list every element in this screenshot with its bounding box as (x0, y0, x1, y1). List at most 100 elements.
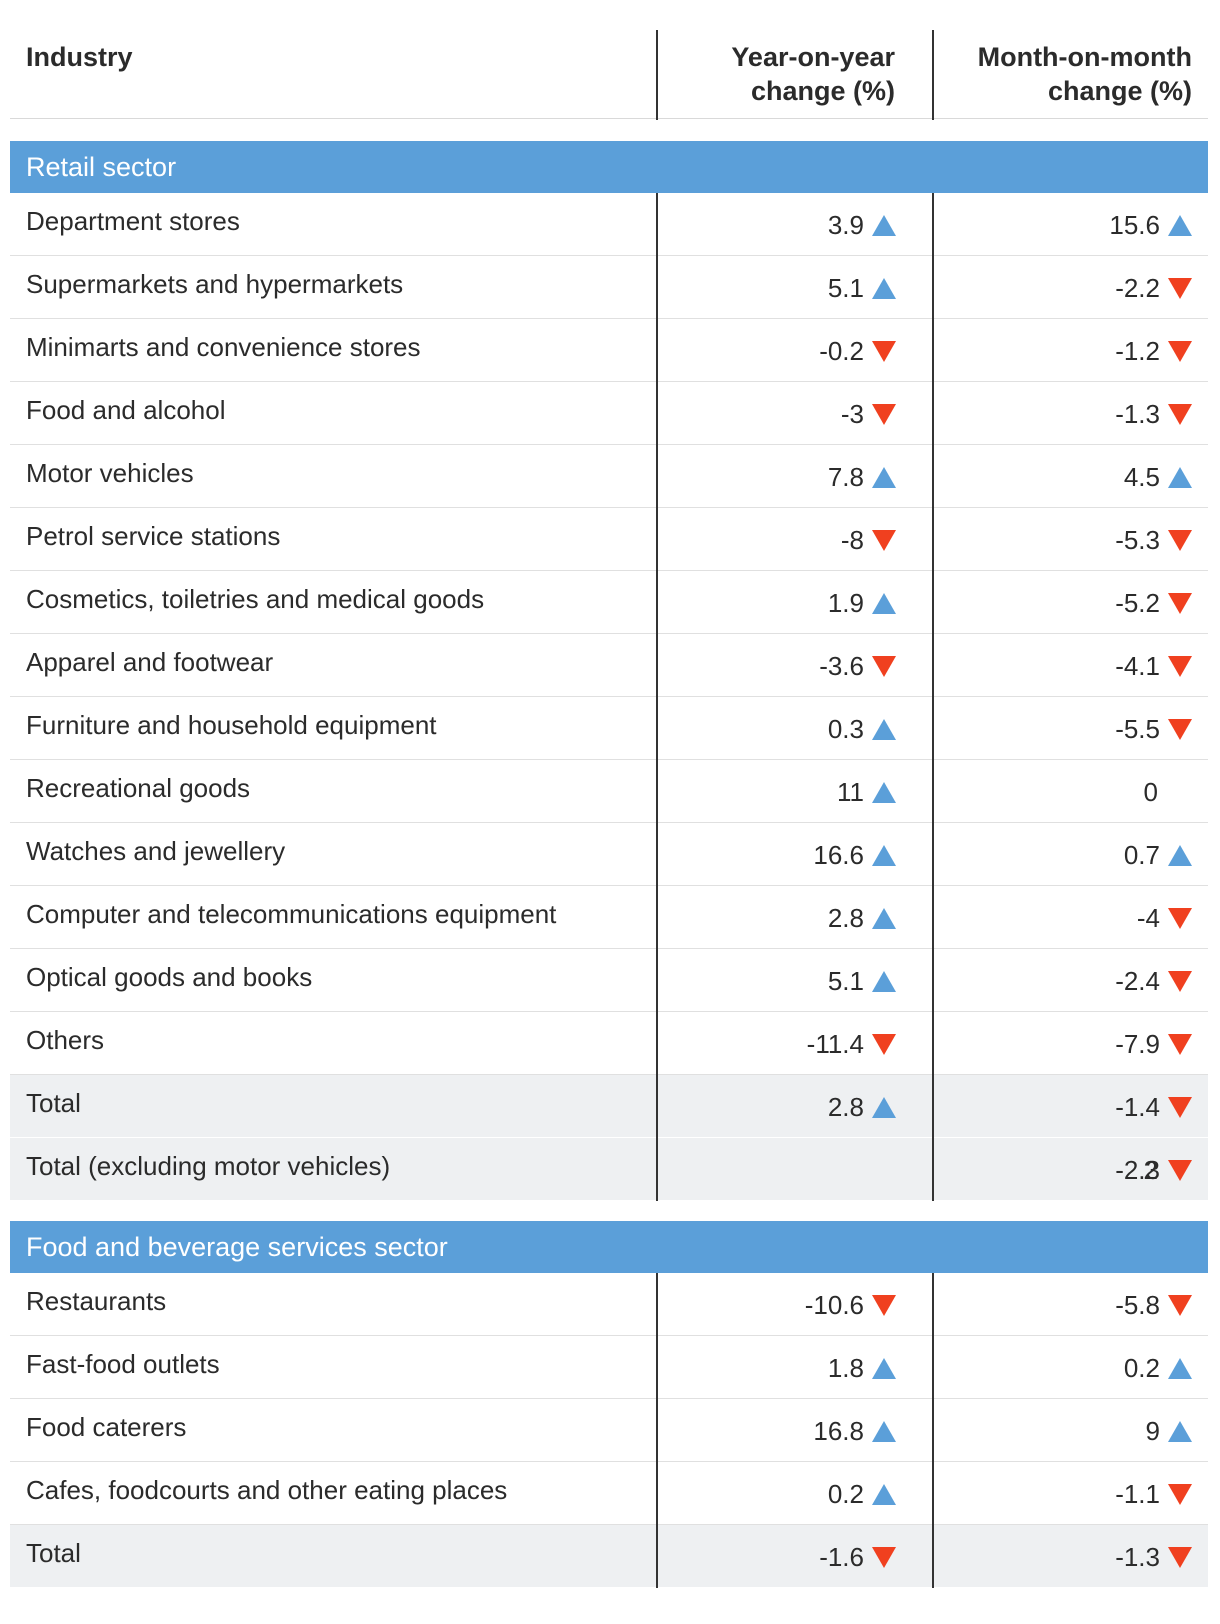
table-row: Petrol service stations -8 -5.3 (10, 508, 1208, 571)
table-row: Fast-food outlets 1.8 0.2 (10, 1336, 1208, 1399)
yoy-change-cell: 2 (908, 1154, 1158, 1186)
mom-change-cell: -2.4 (942, 965, 1192, 997)
mom-change-cell: 4.5 (942, 461, 1192, 493)
total-row: Total 2.8 -1.4 (10, 1075, 1208, 1138)
triangle-up-icon (872, 844, 896, 866)
yoy-change-value: 7.8 (827, 462, 864, 492)
industry-name: Motor vehicles (26, 458, 194, 488)
yoy-change-cell: 7.8 (646, 461, 896, 493)
industry-name: Total (excluding motor vehicles) (26, 1151, 391, 1181)
mom-change-value: -4.1 (1115, 651, 1160, 681)
header-mom-line1: Month-on-month (977, 42, 1192, 72)
triangle-up-icon (1168, 844, 1192, 866)
column-divider (656, 256, 658, 319)
table-body: Retail sector Department stores 3.9 15.6 Sup… (10, 141, 1208, 1588)
column-divider (932, 445, 934, 508)
triangle-down-icon (1168, 1294, 1192, 1316)
yoy-change-cell: -11.4 (646, 1028, 896, 1060)
column-divider (932, 30, 934, 120)
mom-change-cell: 9 (942, 1415, 1192, 1447)
industry-name: Others (26, 1025, 105, 1055)
yoy-change-cell: 2.8 (646, 902, 896, 934)
sector-title: Food and beverage services sector (10, 1221, 1208, 1273)
industry-name: Restaurants (26, 1286, 167, 1316)
column-divider (656, 1399, 658, 1462)
triangle-up-icon (1168, 466, 1192, 488)
mom-change-value: 0.2 (1123, 1353, 1160, 1383)
yoy-change-value: -10.6 (804, 1290, 864, 1320)
industry-name: Apparel and footwear (26, 647, 274, 677)
mom-change-value: 0.7 (1123, 840, 1160, 870)
yoy-change-value: 11 (837, 777, 864, 807)
mom-change-value: -1.1 (1115, 1479, 1160, 1509)
table-row: Recreational goods 11 0 (10, 760, 1208, 823)
column-divider (932, 1336, 934, 1399)
mom-change-cell: -4.1 (942, 650, 1192, 682)
sector-title: Retail sector (10, 141, 1208, 193)
yoy-change-cell: 5.1 (646, 965, 896, 997)
mom-change-value: 9 (1145, 1416, 1160, 1446)
industry-name: Petrol service stations (26, 521, 281, 551)
table-row: Food and alcohol -3 -1.3 (10, 382, 1208, 445)
column-divider (656, 760, 658, 823)
mom-change-value: -7.9 (1115, 1029, 1160, 1059)
column-divider (656, 1012, 658, 1075)
yoy-change-cell: -10.6 (646, 1289, 896, 1321)
yoy-change-value: 0.3 (827, 714, 864, 744)
triangle-down-icon (1168, 1033, 1192, 1055)
column-divider (932, 1075, 934, 1138)
yoy-change-cell: -8 (646, 524, 896, 556)
header-mom-line2: change (%) (1047, 76, 1192, 106)
triangle-down-icon (1168, 655, 1192, 677)
yoy-change-value: -3.6 (819, 651, 864, 681)
table-row: Optical goods and books 5.1 -2.4 (10, 949, 1208, 1012)
triangle-down-icon (1168, 403, 1192, 425)
yoy-change-value: -8 (840, 525, 864, 555)
triangle-up-icon (872, 592, 896, 614)
industry-name: Minimarts and convenience stores (26, 332, 421, 362)
column-divider (932, 508, 934, 571)
yoy-change-value: -0.2 (819, 336, 864, 366)
mom-change-value: -2.4 (1115, 966, 1160, 996)
mom-change-cell: -1.2 (942, 335, 1192, 367)
mom-change-value: -2.3 (1115, 1155, 1160, 1185)
table-row: Food caterers 16.8 9 (10, 1399, 1208, 1462)
yoy-change-value: 2.8 (827, 903, 864, 933)
yoy-change-cell: 5.1 (646, 272, 896, 304)
triangle-down-icon (1168, 1483, 1192, 1505)
industry-name: Watches and jewellery (26, 836, 286, 866)
column-divider (932, 193, 934, 256)
yoy-change-value: -3 (840, 399, 864, 429)
yoy-change-value: 0.2 (827, 1479, 864, 1509)
column-divider (932, 886, 934, 949)
yoy-change-value: -11.4 (806, 1029, 864, 1059)
triangle-up-icon (872, 1483, 896, 1505)
yoy-change-value: 5.1 (827, 966, 864, 996)
triangle-up-icon (1168, 1420, 1192, 1442)
triangle-down-icon (1168, 277, 1192, 299)
table-row: Watches and jewellery 16.6 0.7 (10, 823, 1208, 886)
mom-change-value: -1.3 (1115, 1542, 1160, 1572)
mom-change-cell: -2.2 (942, 272, 1192, 304)
yoy-change-value: 5.1 (827, 273, 864, 303)
column-divider (932, 382, 934, 445)
triangle-down-icon (1168, 970, 1192, 992)
mom-change-value: -5.3 (1115, 525, 1160, 555)
column-divider (656, 508, 658, 571)
mom-change-cell: 0 (908, 776, 1158, 808)
column-divider (932, 697, 934, 760)
yoy-change-value: 16.8 (813, 1416, 864, 1446)
column-divider (932, 1462, 934, 1525)
triangle-down-icon (1168, 340, 1192, 362)
triangle-down-icon (872, 529, 896, 551)
mom-change-cell: 0.2 (942, 1352, 1192, 1384)
mom-change-cell: -2.3 (942, 1154, 1192, 1186)
triangle-down-icon (1168, 1159, 1192, 1181)
triangle-up-icon (872, 970, 896, 992)
triangle-up-icon (872, 781, 896, 803)
industry-name: Cafes, foodcourts and other eating place… (26, 1475, 508, 1505)
sales-change-table: Industry Year-on-year change (%) Month-o… (10, 28, 1208, 1588)
mom-change-value: -5.5 (1115, 714, 1160, 744)
mom-change-value: 4.5 (1123, 462, 1160, 492)
mom-change-cell: 0.7 (942, 839, 1192, 871)
